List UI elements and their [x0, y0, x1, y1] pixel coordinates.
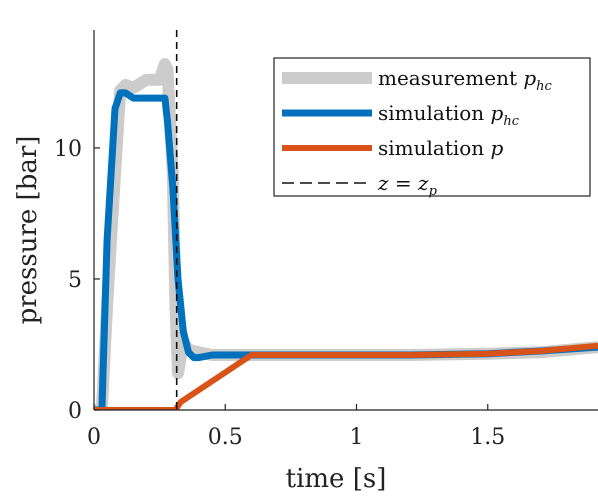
x-tick-label: 0 — [87, 425, 101, 450]
x-tick-label: 1.5 — [470, 425, 505, 450]
axes — [93, 30, 598, 411]
legend-label-1: measurement phc — [378, 66, 553, 94]
legend-label-vline: z = zp — [377, 171, 438, 199]
y-tick-label: 0 — [68, 399, 82, 424]
x-axis-label: time [s] — [286, 464, 387, 494]
legend-label-2: simulation phc — [378, 101, 520, 129]
x-tick-label: 1 — [350, 425, 364, 450]
series-line-3 — [94, 342, 598, 410]
y-axis-label: pressure [bar] — [13, 136, 43, 325]
x-tick-label: 0.5 — [208, 425, 243, 450]
y-tick-label: 10 — [54, 137, 82, 162]
y-tick-label: 5 — [68, 268, 82, 293]
tick-labels: 0 0.5 1 1.5 0 5 10 — [54, 137, 505, 450]
legend: measurement phc simulation phc simulation … — [273, 57, 591, 199]
plot-lines — [94, 58, 598, 410]
legend-label-3: simulation p — [378, 136, 504, 160]
